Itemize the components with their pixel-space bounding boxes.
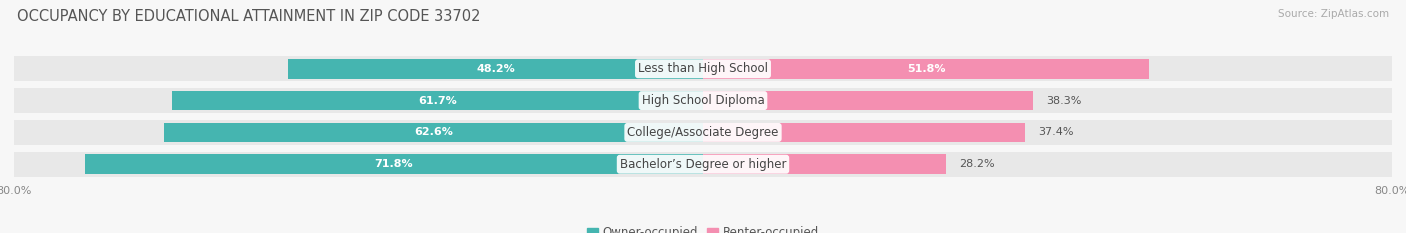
Text: High School Diploma: High School Diploma bbox=[641, 94, 765, 107]
Bar bbox=[703, 59, 1149, 79]
Text: Source: ZipAtlas.com: Source: ZipAtlas.com bbox=[1278, 9, 1389, 19]
Text: 37.4%: 37.4% bbox=[1038, 127, 1074, 137]
Text: 71.8%: 71.8% bbox=[374, 159, 413, 169]
Bar bbox=[703, 91, 1033, 110]
Text: Less than High School: Less than High School bbox=[638, 62, 768, 75]
Text: 38.3%: 38.3% bbox=[1046, 96, 1081, 106]
Text: College/Associate Degree: College/Associate Degree bbox=[627, 126, 779, 139]
Bar bbox=[14, 88, 1392, 113]
Text: Bachelor’s Degree or higher: Bachelor’s Degree or higher bbox=[620, 158, 786, 171]
Bar bbox=[14, 56, 1392, 82]
Bar bbox=[165, 123, 703, 142]
Bar bbox=[14, 151, 1392, 177]
Bar bbox=[14, 120, 1392, 145]
Text: OCCUPANCY BY EDUCATIONAL ATTAINMENT IN ZIP CODE 33702: OCCUPANCY BY EDUCATIONAL ATTAINMENT IN Z… bbox=[17, 9, 481, 24]
Bar bbox=[172, 91, 703, 110]
Text: 51.8%: 51.8% bbox=[907, 64, 945, 74]
Text: 61.7%: 61.7% bbox=[418, 96, 457, 106]
Text: 48.2%: 48.2% bbox=[477, 64, 515, 74]
Text: 28.2%: 28.2% bbox=[959, 159, 994, 169]
Bar bbox=[84, 154, 703, 174]
Legend: Owner-occupied, Renter-occupied: Owner-occupied, Renter-occupied bbox=[582, 221, 824, 233]
Bar bbox=[288, 59, 703, 79]
Bar bbox=[703, 154, 946, 174]
Text: 62.6%: 62.6% bbox=[413, 127, 453, 137]
Bar bbox=[703, 123, 1025, 142]
